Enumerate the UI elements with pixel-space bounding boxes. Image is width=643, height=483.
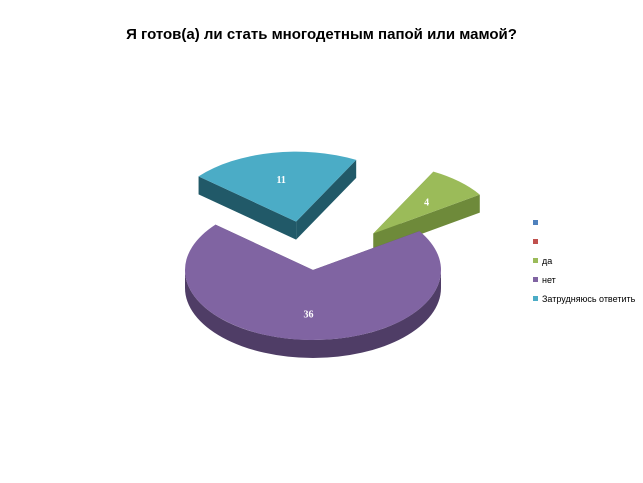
- legend-item: [533, 213, 643, 232]
- slice-затрудняюсь-ответить: [198, 151, 357, 222]
- slice-side-затрудняюсь-ответить-wall-0: [198, 176, 297, 240]
- slice-нет: [184, 224, 441, 340]
- legend-swatch: [533, 220, 538, 225]
- slice-side-да-wall-1: [373, 194, 480, 252]
- chart-title: Я готов(а) ли стать многодетным папой ил…: [126, 26, 517, 43]
- legend-item: Затрудняюсь ответить: [533, 289, 643, 308]
- legend-swatch: [533, 258, 538, 263]
- data-label-затрудняюсь-ответить: 11: [276, 175, 285, 186]
- chart-legend: да нет Затрудняюсь ответить: [533, 213, 643, 308]
- slice-да: [373, 171, 480, 234]
- legend-item: [533, 232, 643, 251]
- legend-swatch: [533, 239, 538, 244]
- legend-swatch: [533, 296, 538, 301]
- data-label-да: 4: [424, 197, 429, 208]
- legend-swatch: [533, 277, 538, 282]
- legend-item: да: [533, 251, 643, 270]
- legend-label: да: [542, 255, 553, 266]
- legend-label: нет: [542, 274, 556, 285]
- slice-side-затрудняюсь-ответить-wall-1: [296, 159, 357, 240]
- legend-item: нет: [533, 270, 643, 289]
- data-label-нет: 36: [303, 309, 313, 320]
- slice-rim-нет: [185, 270, 441, 358]
- legend-label: Затрудняюсь ответить: [542, 293, 636, 304]
